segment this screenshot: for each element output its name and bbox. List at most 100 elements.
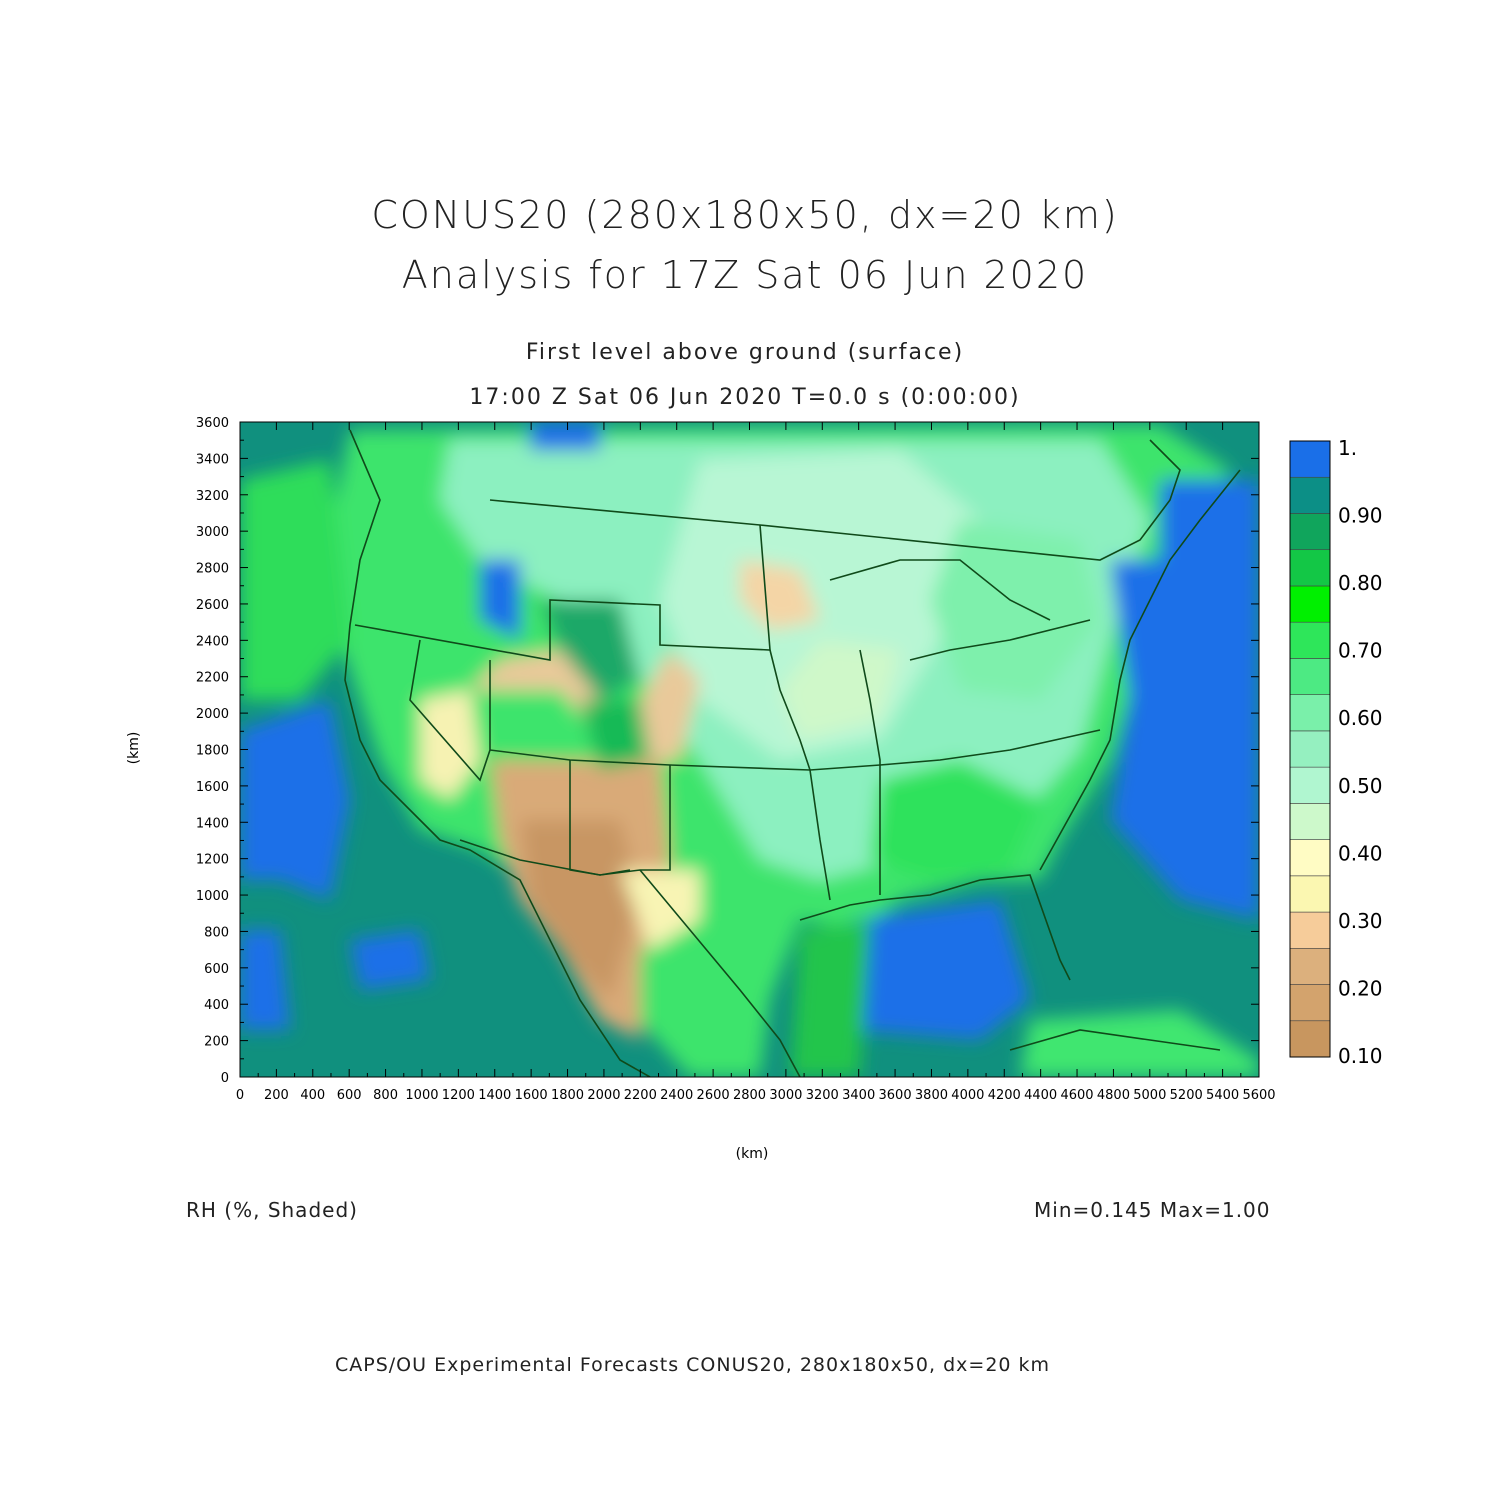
mexico-border-west <box>459 839 631 876</box>
y-tick-label: 1400 <box>196 816 229 831</box>
y-tick-label: 800 <box>204 925 229 940</box>
colorbar-swatch <box>1289 766 1331 804</box>
x-tick-label: 2200 <box>624 1088 657 1103</box>
y-tick-label: 2600 <box>196 598 229 613</box>
state-lines-central <box>489 729 1101 771</box>
y-tick-label: 2200 <box>196 671 229 686</box>
y-tick-label: 2000 <box>196 707 229 722</box>
x-tick-label: 4400 <box>1024 1088 1057 1103</box>
x-tick-label: 3400 <box>842 1088 875 1103</box>
great-lakes <box>829 559 1051 621</box>
x-tick-label: 400 <box>300 1088 325 1103</box>
y-tick-label: 2400 <box>196 634 229 649</box>
colorbar-swatch <box>1289 549 1331 587</box>
subtitle-line-1: First level above ground (surface) <box>525 340 965 365</box>
subtitle-line-2: 17:00 Z Sat 06 Jun 2020 T=0.0 s (0:00:00… <box>469 385 1021 410</box>
x-tick-label: 3800 <box>915 1088 948 1103</box>
y-tick-label: 400 <box>204 998 229 1013</box>
y-tick-label: 3400 <box>196 452 229 467</box>
rio-grande <box>639 869 801 1077</box>
y-tick-label: 1600 <box>196 780 229 795</box>
colorbar-swatch <box>1289 585 1331 623</box>
x-tick-label: 0 <box>236 1088 244 1103</box>
colorbar-label: 0.30 <box>1338 909 1383 933</box>
colorbar-label: 0.70 <box>1338 639 1383 663</box>
x-tick-label: 1800 <box>551 1088 584 1103</box>
colorbar-swatch <box>1289 839 1331 877</box>
nm-az-lines <box>569 760 671 876</box>
colorbar: 0.10 0.20 0.30 0.40 0.50 0.60 0.70 0.80 0.90 1. <box>1289 436 1383 1068</box>
y-tick-label: 2800 <box>196 562 229 577</box>
colorbar-label: 0.60 <box>1338 706 1383 730</box>
y-tick-label: 3600 <box>196 416 229 431</box>
colorbar-label: 0.20 <box>1338 976 1383 1000</box>
y-tick-label: 3200 <box>196 489 229 504</box>
colorbar-swatch <box>1289 658 1331 695</box>
credit-line: CAPS/OU Experimental Forecasts CONUS20, … <box>335 1354 1051 1376</box>
x-tick-label: 4600 <box>1060 1088 1093 1103</box>
colorbar-swatch <box>1289 513 1331 551</box>
x-tick-label: 800 <box>373 1088 398 1103</box>
y-tick-label: 1000 <box>196 889 229 904</box>
title-line-1: CONUS20 (280x180x50, dx=20 km) <box>371 193 1119 237</box>
x-tick-label: 1400 <box>478 1088 511 1103</box>
rh-shaded-field <box>240 422 1259 1077</box>
boundary-lines <box>344 429 1241 1077</box>
colorbar-swatch <box>1289 1020 1331 1058</box>
x-tick-label: 1600 <box>515 1088 548 1103</box>
x-tick-label: 2000 <box>587 1088 620 1103</box>
state-lines-west <box>409 639 491 782</box>
state-lines-plains <box>769 649 831 901</box>
y-tick-label: 3000 <box>196 525 229 540</box>
field-label: RH (%, Shaded) <box>186 1198 358 1222</box>
y-axis-label: (km) <box>126 732 142 765</box>
x-tick-label: 5000 <box>1133 1088 1166 1103</box>
x-tick-label: 2400 <box>660 1088 693 1103</box>
colorbar-swatch <box>1289 875 1331 913</box>
y-tick-label: 0 <box>221 1071 229 1086</box>
x-tick-label: 5200 <box>1170 1088 1203 1103</box>
title-line-2: Analysis for 17Z Sat 06 Jun 2020 <box>401 253 1089 297</box>
x-tick-label: 4200 <box>988 1088 1021 1103</box>
x-tick-label: 3200 <box>806 1088 839 1103</box>
x-tick-label: 600 <box>337 1088 362 1103</box>
y-tick-label: 1800 <box>196 744 229 759</box>
colorbar-label: 1. <box>1338 436 1357 460</box>
y-axis: 0 200 400 600 800 1000 1200 1400 1600 1800 2000 220… <box>196 416 1259 1086</box>
min-max-label: Min=0.145 Max=1.00 <box>1034 1198 1271 1222</box>
x-tick-label: 4800 <box>1097 1088 1130 1103</box>
gulf-coast <box>799 874 1071 981</box>
x-tick-label: 5400 <box>1206 1088 1239 1103</box>
x-tick-label: 200 <box>264 1088 289 1103</box>
x-tick-label: 3000 <box>769 1088 802 1103</box>
pacific-coastline <box>344 429 651 1077</box>
atlantic-coast <box>1039 469 1241 871</box>
mississippi <box>859 649 881 895</box>
colorbar-frame <box>1289 440 1331 1058</box>
colorbar-label: 0.80 <box>1338 571 1383 595</box>
x-tick-label: 3600 <box>879 1088 912 1103</box>
cuba-outline <box>1009 1029 1221 1051</box>
y-tick-label: 600 <box>204 962 229 977</box>
x-axis: 0 200 400 600 800 1000 1200 1400 1600 1800 2000 220… <box>236 422 1276 1103</box>
colorbar-swatch <box>1289 694 1331 732</box>
colorbar-label: 0.50 <box>1338 774 1383 798</box>
x-tick-label: 4000 <box>951 1088 984 1103</box>
x-axis-label: (km) <box>736 1146 769 1162</box>
colorbar-swatch <box>1289 621 1331 659</box>
colorbar-swatch <box>1289 803 1331 840</box>
colorbar-swatch <box>1289 476 1331 514</box>
great-lakes-south <box>909 619 1091 661</box>
x-tick-label: 2800 <box>733 1088 766 1103</box>
x-tick-label: 5600 <box>1242 1088 1275 1103</box>
colorbar-swatch <box>1289 947 1331 985</box>
y-tick-label: 200 <box>204 1035 229 1050</box>
y-tick-label: 1200 <box>196 853 229 868</box>
colorbar-swatch <box>1289 440 1331 478</box>
x-tick-label: 1200 <box>442 1088 475 1103</box>
x-tick-label: 1000 <box>405 1088 438 1103</box>
colorbar-label: 0.90 <box>1338 504 1383 528</box>
colorbar-swatch <box>1289 911 1331 949</box>
colorbar-label: 0.40 <box>1338 841 1383 865</box>
